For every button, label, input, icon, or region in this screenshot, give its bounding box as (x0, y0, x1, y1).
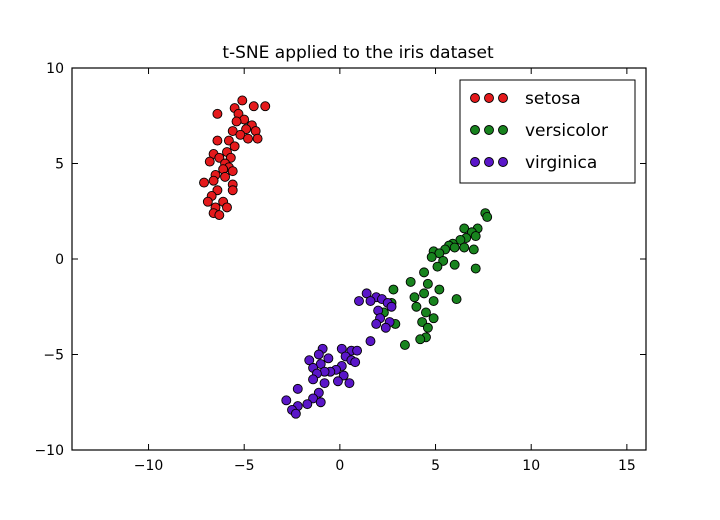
x-tick-label: 15 (618, 458, 636, 474)
point-virginica (292, 383, 303, 394)
point-setosa (235, 129, 246, 140)
point-setosa (222, 202, 232, 213)
legend: setosa versicolor virginica (459, 79, 636, 184)
point-setosa (227, 126, 238, 136)
point-virginica (333, 376, 343, 387)
point-setosa (220, 171, 231, 182)
point-versicolor (426, 252, 437, 263)
point-versicolor (399, 340, 410, 350)
y-tick-label: −5 (43, 348, 64, 364)
x-tick-label: 5 (431, 458, 440, 474)
point-versicolor (459, 223, 470, 234)
point-setosa (260, 101, 271, 112)
point-versicolor (421, 307, 431, 318)
points-layer (199, 95, 493, 419)
legend-label-virginica: virginica (525, 153, 597, 173)
point-versicolor (468, 244, 479, 255)
point-virginica (319, 378, 330, 389)
point-setosa (237, 95, 248, 106)
point-setosa (252, 133, 263, 144)
point-setosa (227, 185, 238, 196)
point-setosa (214, 210, 225, 221)
point-versicolor (419, 288, 430, 299)
point-versicolor (422, 322, 433, 333)
point-setosa (231, 116, 242, 127)
point-versicolor (451, 294, 462, 305)
point-virginica (344, 378, 355, 389)
point-virginica (315, 359, 326, 369)
y-tick-label: −10 (34, 443, 64, 459)
point-versicolor (422, 278, 433, 289)
point-versicolor (411, 301, 422, 312)
point-virginica (386, 301, 397, 312)
point-setosa (229, 141, 240, 152)
point-versicolor (470, 231, 481, 242)
point-virginica (323, 353, 334, 364)
point-versicolor (388, 284, 399, 295)
legend-label-versicolor: versicolor (525, 121, 608, 141)
point-versicolor (482, 212, 493, 222)
point-versicolor (415, 334, 426, 345)
legend-marker-virginica (470, 157, 480, 167)
point-virginica (302, 399, 313, 410)
point-versicolor (409, 292, 420, 303)
legend-label-setosa: setosa (525, 89, 581, 109)
legend-marker-virginica (484, 157, 494, 167)
point-virginica (380, 322, 391, 333)
y-ticks: −10 −5 0 5 10 (34, 61, 646, 459)
point-setosa (199, 177, 209, 188)
legend-marker-versicolor (470, 125, 480, 135)
point-virginica (281, 395, 292, 406)
point-virginica (308, 374, 319, 385)
point-versicolor (455, 234, 466, 245)
x-tick-label: −10 (134, 458, 164, 474)
point-setosa (248, 101, 259, 112)
point-setosa (212, 108, 223, 119)
y-tick-label: 0 (55, 252, 64, 268)
point-virginica (371, 318, 382, 329)
point-virginica (313, 349, 324, 360)
y-tick-label: 10 (46, 61, 64, 77)
point-setosa (227, 166, 238, 177)
point-virginica (365, 296, 376, 306)
point-versicolor (434, 248, 445, 259)
y-tick-label: 5 (55, 157, 64, 173)
point-versicolor (470, 263, 481, 274)
x-tick-label: −5 (234, 458, 255, 474)
chart-title: t-SNE applied to the iris dataset (222, 43, 494, 63)
point-versicolor (459, 242, 470, 253)
point-versicolor (432, 261, 443, 272)
point-virginica (365, 336, 376, 347)
point-virginica (304, 355, 315, 366)
point-virginica (336, 343, 347, 354)
point-virginica (290, 408, 301, 419)
point-setosa (212, 135, 223, 146)
point-virginica (350, 357, 361, 368)
legend-marker-virginica (498, 157, 508, 167)
legend-marker-setosa (470, 93, 480, 103)
point-versicolor (428, 296, 439, 306)
legend-marker-versicolor (498, 125, 508, 135)
legend-marker-versicolor (484, 125, 494, 135)
point-versicolor (428, 313, 439, 324)
point-virginica (315, 397, 326, 408)
point-setosa (202, 196, 213, 207)
point-versicolor (449, 259, 460, 270)
x-ticks: −10 −5 0 5 10 15 (134, 68, 636, 474)
x-tick-label: 0 (335, 458, 344, 474)
point-virginica (361, 288, 372, 299)
x-tick-label: 10 (522, 458, 540, 474)
point-versicolor (434, 284, 445, 295)
legend-marker-setosa (498, 93, 508, 103)
point-versicolor (405, 276, 416, 287)
point-setosa (243, 133, 253, 144)
point-virginica (352, 345, 363, 356)
point-setosa (204, 156, 215, 167)
point-setosa (208, 175, 219, 186)
point-versicolor (449, 242, 460, 253)
point-versicolor (419, 267, 430, 278)
point-virginica (354, 296, 364, 306)
legend-marker-setosa (484, 93, 494, 103)
